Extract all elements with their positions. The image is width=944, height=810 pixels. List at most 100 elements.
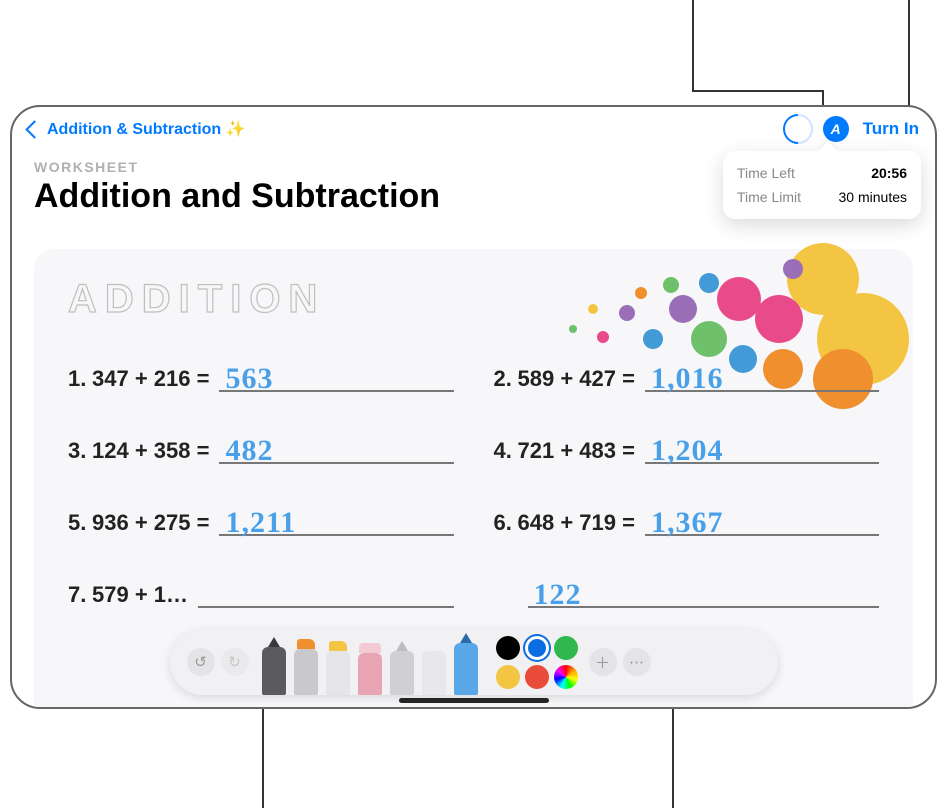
answer-blank[interactable]: 122 [528,578,880,608]
eraser-tip-icon [359,643,381,653]
time-left-label: Time Left [737,165,795,181]
time-limit-label: Time Limit [737,189,801,205]
bubble-dot [717,277,761,321]
add-button[interactable]: ＋ [589,648,617,676]
popover-row: Time Limit 30 minutes [737,185,907,209]
answer-blank[interactable]: 1,204 [645,434,879,464]
undo-button[interactable]: ↺ [187,648,215,676]
time-limit-value: 30 minutes [839,189,907,205]
problem-number: 1. [68,366,92,392]
color-swatch[interactable] [554,636,578,660]
timer-button[interactable] [776,108,818,150]
problem-row: 5.936 + 275 = 1,211 [68,506,454,536]
problem-number: 3. [68,438,92,464]
answer-handwriting: 482 [225,434,273,468]
color-swatch[interactable] [496,636,520,660]
callout-line [692,0,694,90]
undo-icon: ↺ [194,653,207,671]
problem-number: 2. [494,366,518,392]
answer-blank[interactable]: 1,211 [219,506,453,536]
problem-row: 3.124 + 358 = 482 [68,434,454,464]
stage: Addition & Subtraction ✨ A Turn In Time … [0,0,944,810]
more-icon: ⋯ [629,653,644,671]
problem-row: 7.579 + 1… [68,578,454,608]
popover-row: Time Left 20:56 [737,161,907,185]
answer-blank[interactable]: 563 [219,362,453,392]
callout-line [692,90,822,92]
tool-pencil[interactable] [454,643,478,695]
chevron-left-icon [25,120,43,138]
answer-handwriting: 1,016 [651,362,724,396]
answer-blank[interactable] [198,578,453,608]
color-swatch[interactable] [525,665,549,689]
more-button[interactable]: ⋯ [623,648,651,676]
color-swatch[interactable] [496,665,520,689]
color-swatches [496,636,578,689]
callout-line [672,700,674,808]
lasso-tip-icon [396,641,408,651]
answer-handwriting: 122 [534,578,582,612]
bubble-dot [699,273,719,293]
plus-icon: ＋ [595,652,610,673]
redo-icon: ↻ [228,653,241,671]
callout-line [908,0,910,118]
problem-row: 6.648 + 719 = 1,367 [494,506,880,536]
tool-eraser[interactable] [358,653,382,695]
bubble-dot [588,304,598,314]
answer-underline [198,606,453,608]
problem-row: 122 [494,578,880,608]
worksheet: WORKSHEET Addition and Subtraction NAME:… [34,159,913,707]
problem-number: 4. [494,438,518,464]
timer-popover: Time Left 20:56 Time Limit 30 minutes [723,151,921,219]
bubble-dot [619,305,635,321]
markup-toolbar: ↺ ↻ ＋ ⋯ [170,629,778,695]
problem-text: 347 + 216 = [92,366,209,392]
bubble-dot [691,321,727,357]
answer-handwriting: 1,367 [651,506,724,540]
pen-tip-icon [268,637,280,647]
highlighter-tip-icon [329,641,347,651]
answer-blank[interactable]: 1,016 [645,362,879,392]
bubble-dot [669,295,697,323]
answer-handwriting: 563 [225,362,273,396]
tool-marker[interactable] [294,649,318,695]
turn-in-button[interactable]: Turn In [863,119,919,139]
problem-row: 1.347 + 216 = 563 [68,362,454,392]
back-button[interactable]: Addition & Subtraction ✨ [28,119,246,139]
bubble-dot [597,331,609,343]
problem-text: 648 + 719 = [518,510,635,536]
answer-blank[interactable]: 482 [219,434,453,464]
problem-text: 579 + 1… [92,582,188,608]
bubble-dot [755,295,803,343]
callout-line [262,700,264,808]
color-swatch[interactable] [525,636,549,660]
nav-title: Addition & Subtraction ✨ [47,119,246,139]
bubble-dot [635,287,647,299]
markup-button-glyph: A [831,121,841,137]
problem-number: 7. [68,582,92,608]
time-left-value: 20:56 [871,165,907,181]
answer-handwriting: 1,204 [651,434,724,468]
tool-ruler[interactable] [422,651,446,695]
problem-text: 124 + 358 = [92,438,209,464]
answer-blank[interactable]: 1,367 [645,506,879,536]
device-frame: Addition & Subtraction ✨ A Turn In Time … [10,105,937,709]
nav-bar: Addition & Subtraction ✨ A Turn In [12,111,935,147]
bubble-dot [783,259,803,279]
markup-button[interactable]: A [823,116,849,142]
tool-highlighter[interactable] [326,651,350,695]
bubble-dot [643,329,663,349]
problem-number: 5. [68,510,92,536]
color-wheel-button[interactable] [554,665,578,689]
problem-number: 6. [494,510,518,536]
home-indicator[interactable] [399,698,549,703]
answer-handwriting: 1,211 [225,506,296,540]
problem-row: 4.721 + 483 = 1,204 [494,434,880,464]
tool-pen[interactable] [262,647,286,695]
problem-text: 721 + 483 = [518,438,635,464]
tool-lasso[interactable] [390,651,414,695]
bubble-dot [569,325,577,333]
redo-button[interactable]: ↻ [221,648,249,676]
marker-tip-icon [297,639,315,649]
problem-text: 936 + 275 = [92,510,209,536]
